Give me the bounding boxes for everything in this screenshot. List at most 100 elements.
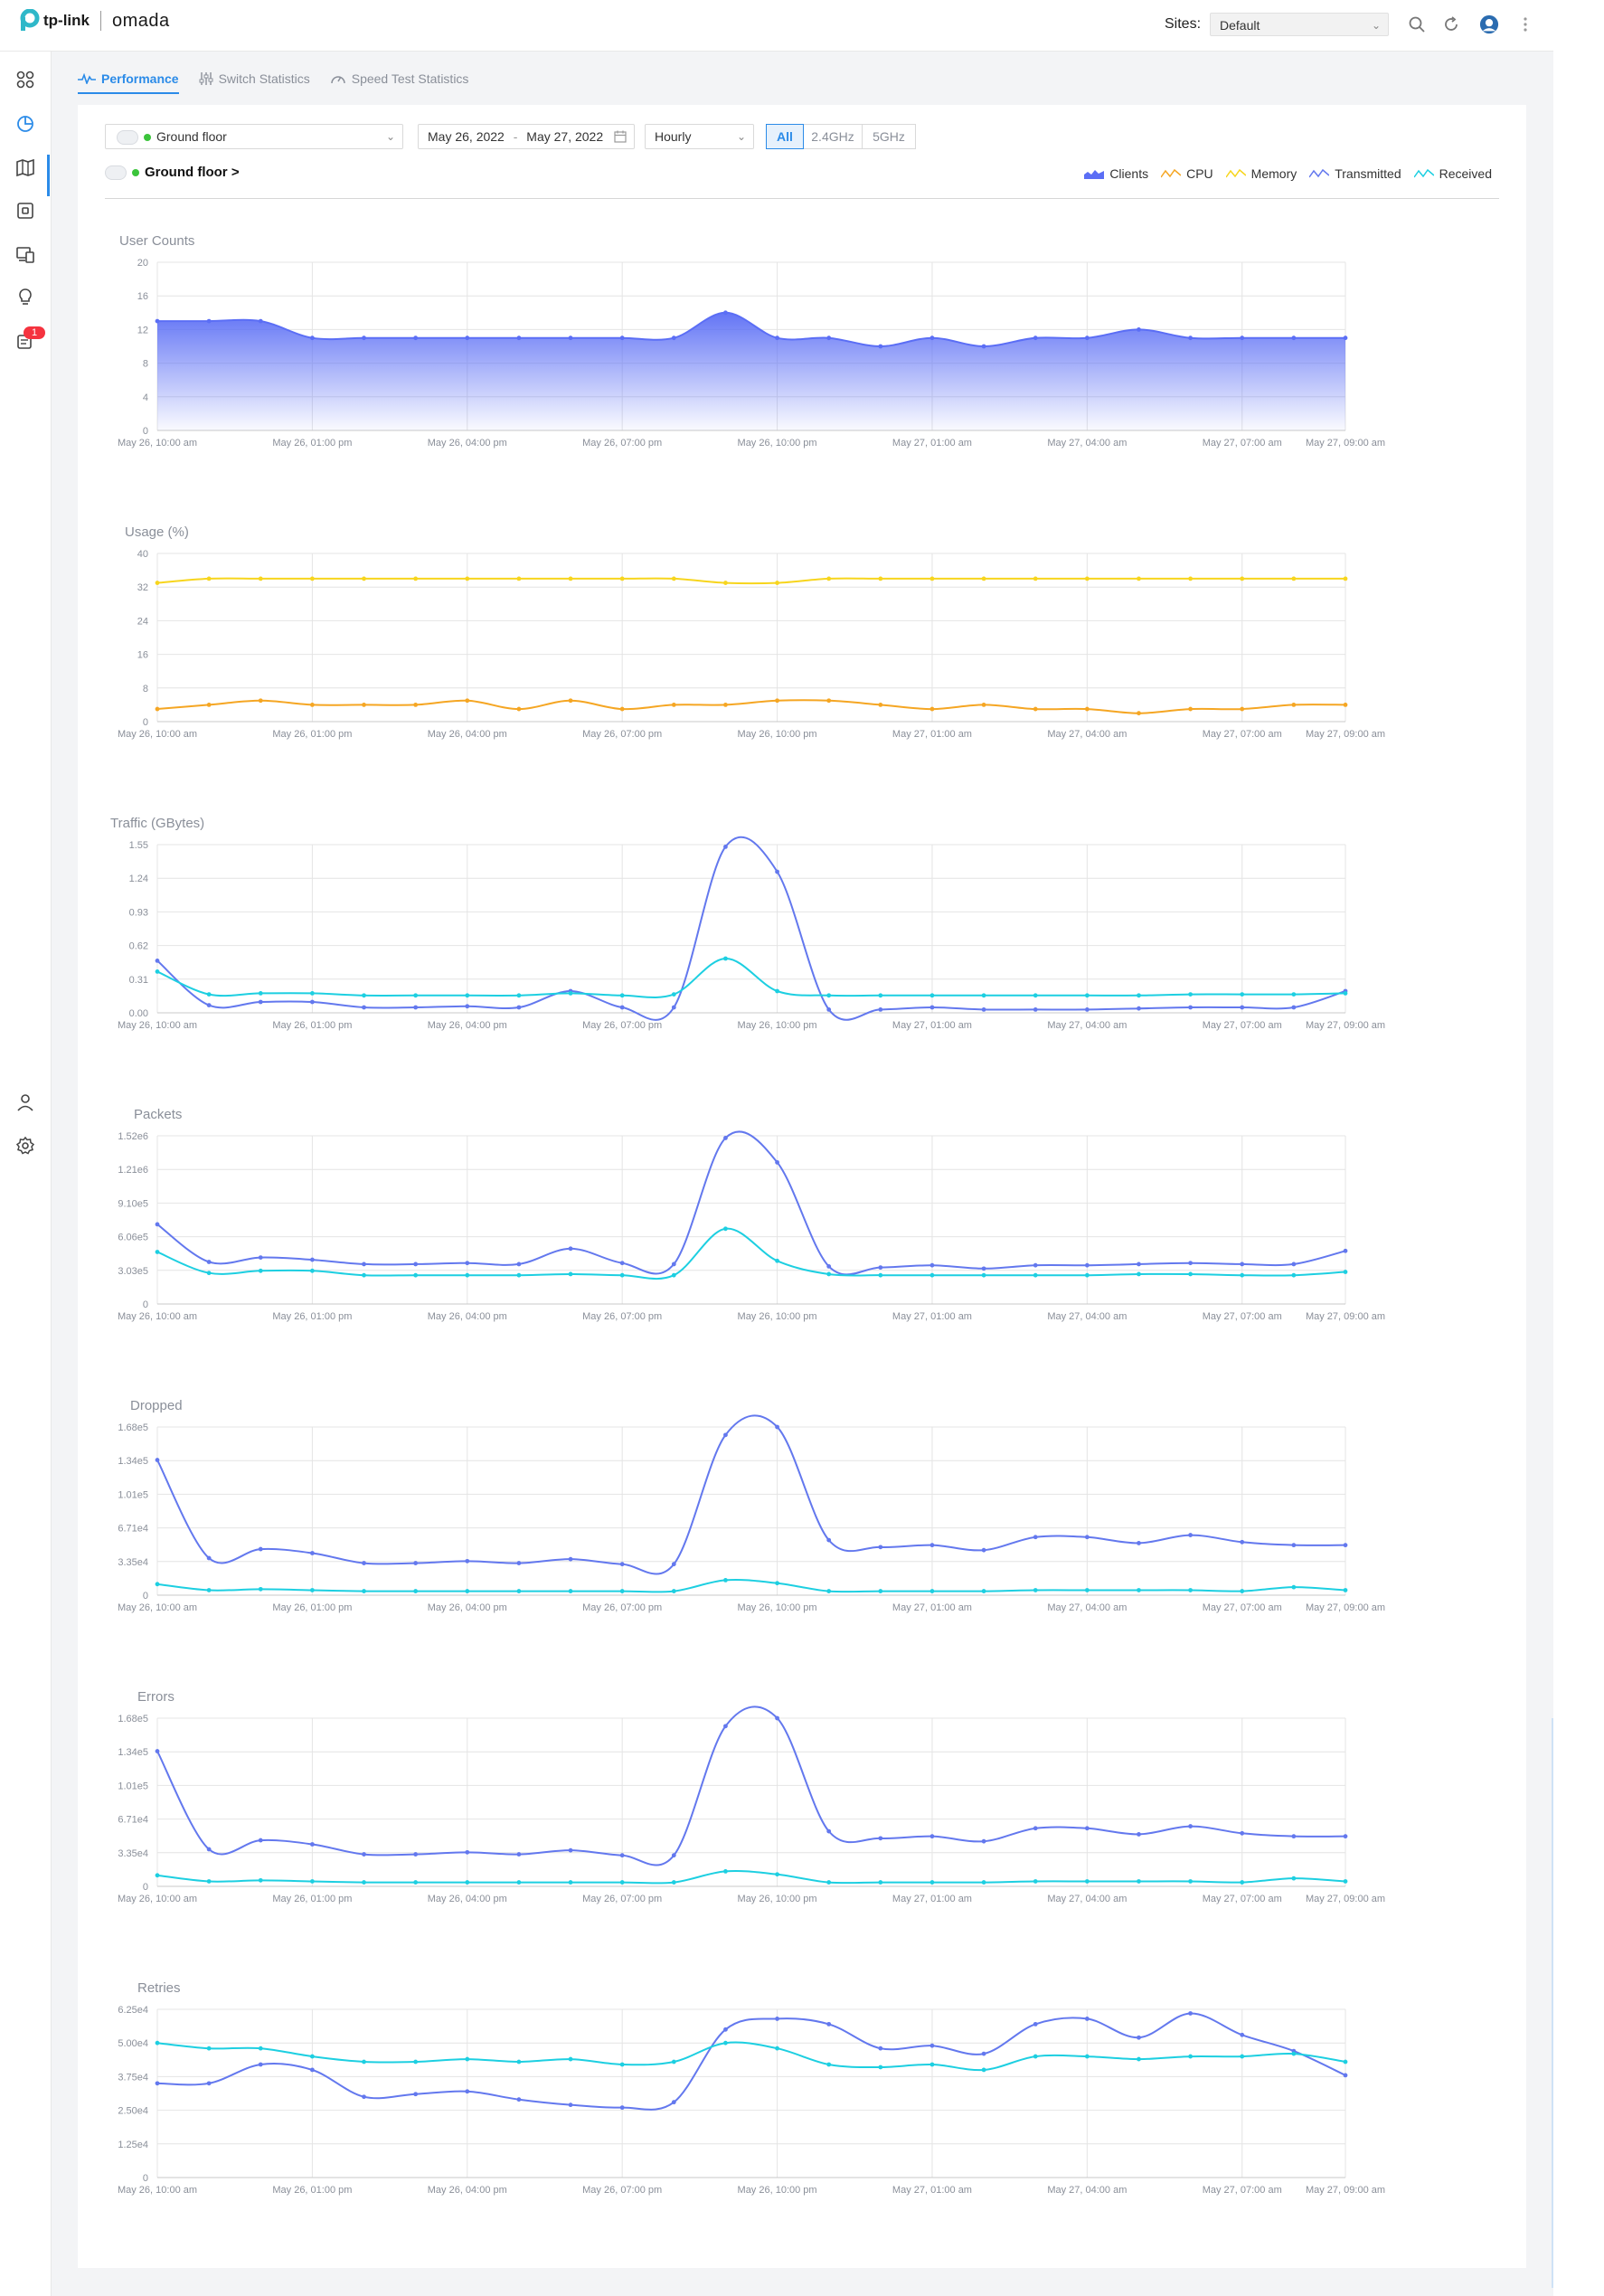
data-point-received bbox=[516, 993, 522, 998]
clients-icon[interactable] bbox=[13, 241, 38, 267]
x-tick-label: May 27, 07:00 am bbox=[1203, 1311, 1282, 1322]
data-point-memory bbox=[671, 576, 676, 581]
ap-breadcrumb[interactable]: Ground floor > bbox=[105, 165, 240, 180]
insight-lightbulb-icon[interactable] bbox=[13, 285, 38, 310]
tab-speed-test-statistics[interactable]: Speed Test Statistics bbox=[330, 63, 468, 94]
legend-memory[interactable]: Memory bbox=[1225, 166, 1297, 181]
data-point-clients bbox=[775, 335, 779, 341]
data-point-memory bbox=[723, 581, 728, 585]
x-tick-label: May 26, 04:00 pm bbox=[428, 1311, 507, 1322]
data-point-received bbox=[619, 993, 625, 998]
statistics-icon[interactable] bbox=[13, 111, 38, 137]
data-point-received bbox=[568, 2056, 573, 2062]
tab-performance[interactable]: Performance bbox=[78, 63, 179, 94]
data-point-cpu bbox=[516, 706, 522, 712]
data-point-received bbox=[413, 1589, 419, 1593]
data-point-transmitted bbox=[878, 1265, 883, 1271]
data-point-received bbox=[309, 2054, 315, 2059]
data-point-transmitted bbox=[258, 1838, 263, 1843]
data-point-received bbox=[568, 1880, 573, 1885]
y-tick-label: 3.75e4 bbox=[118, 2072, 148, 2083]
x-tick-label: May 27, 09:00 am bbox=[1306, 1020, 1385, 1031]
interval-select[interactable]: Hourly ⌄ bbox=[645, 124, 754, 149]
x-tick-label: May 26, 10:00 pm bbox=[738, 729, 817, 740]
series-line-transmitted bbox=[156, 1705, 1346, 1866]
data-point-received bbox=[671, 992, 676, 997]
map-icon[interactable] bbox=[13, 155, 38, 180]
date-range-picker[interactable]: May 26, 2022 - May 27, 2022 bbox=[418, 124, 635, 149]
data-point-received bbox=[155, 2040, 160, 2046]
data-point-transmitted bbox=[1343, 1248, 1348, 1253]
data-point-clients bbox=[1291, 335, 1297, 341]
data-point-transmitted bbox=[155, 1222, 160, 1227]
band-5ghz-button[interactable]: 5GHz bbox=[862, 124, 916, 149]
data-point-transmitted bbox=[878, 1836, 883, 1841]
x-tick-label: May 26, 04:00 pm bbox=[428, 438, 507, 449]
data-point-transmitted bbox=[619, 1562, 625, 1567]
settings-gear-icon[interactable] bbox=[13, 1133, 38, 1158]
legend-clients[interactable]: Clients bbox=[1084, 166, 1148, 181]
tp-link-omada-logo[interactable]: tp-link omada bbox=[16, 9, 170, 33]
date-end[interactable]: May 27, 2022 bbox=[526, 129, 604, 144]
chart-title: Errors bbox=[137, 1689, 175, 1705]
data-point-cpu bbox=[929, 706, 935, 712]
band-2-4ghz-button[interactable]: 2.4GHz bbox=[803, 124, 863, 149]
refresh-icon[interactable] bbox=[1441, 14, 1461, 34]
data-point-received bbox=[878, 1589, 883, 1593]
x-tick-label: May 27, 07:00 am bbox=[1203, 1894, 1282, 1904]
search-icon[interactable] bbox=[1407, 14, 1427, 34]
x-tick-label: May 27, 09:00 am bbox=[1306, 2185, 1385, 2196]
legend-transmitted[interactable]: Transmitted bbox=[1309, 166, 1401, 181]
x-tick-label: May 26, 10:00 pm bbox=[738, 1894, 817, 1904]
user-avatar-icon[interactable] bbox=[1479, 14, 1499, 34]
devices-icon[interactable] bbox=[13, 198, 38, 223]
data-point-transmitted bbox=[671, 1853, 676, 1858]
data-point-transmitted bbox=[1084, 1826, 1090, 1831]
chart-usage: Usage (%) 0 8 16 24 32 40 May 26, 10:00 am May 2… bbox=[96, 521, 1425, 765]
ap-select[interactable]: Ground floor ⌄ bbox=[105, 124, 403, 149]
data-point-transmitted bbox=[929, 1543, 935, 1548]
data-point-transmitted bbox=[1033, 1262, 1038, 1268]
x-tick-label: May 27, 07:00 am bbox=[1203, 438, 1282, 449]
data-point-received bbox=[981, 993, 986, 998]
y-tick-label: 2.50e4 bbox=[118, 2106, 148, 2117]
account-icon[interactable] bbox=[13, 1090, 38, 1115]
line-chart-icon bbox=[1225, 168, 1246, 178]
data-point-received bbox=[1291, 1584, 1297, 1590]
legend-cpu[interactable]: CPU bbox=[1161, 166, 1213, 181]
band-all-button[interactable]: All bbox=[766, 124, 804, 149]
x-tick-label: May 27, 01:00 am bbox=[892, 2185, 972, 2196]
chevron-down-icon: ⌄ bbox=[385, 130, 395, 143]
data-point-received bbox=[878, 1272, 883, 1278]
data-point-transmitted bbox=[465, 1558, 470, 1564]
date-start[interactable]: May 26, 2022 bbox=[428, 129, 505, 144]
more-vertical-icon[interactable] bbox=[1515, 14, 1535, 34]
data-point-received bbox=[619, 1880, 625, 1885]
chart-title: User Counts bbox=[119, 233, 195, 249]
data-point-received bbox=[723, 1868, 728, 1874]
x-tick-label: May 27, 07:00 am bbox=[1203, 729, 1282, 740]
dashboard-icon[interactable] bbox=[13, 67, 38, 92]
page-scrollbar[interactable] bbox=[1552, 1718, 1553, 2288]
site-select[interactable]: Default ⌄ bbox=[1210, 13, 1389, 36]
data-point-memory bbox=[929, 576, 935, 581]
data-point-received bbox=[1240, 1272, 1245, 1278]
calendar-icon bbox=[614, 130, 627, 143]
data-point-received bbox=[1188, 1271, 1194, 1277]
y-tick-label: 1.55 bbox=[129, 840, 148, 851]
x-tick-label: May 26, 10:00 am bbox=[118, 438, 197, 449]
x-tick-label: May 27, 01:00 am bbox=[892, 729, 972, 740]
y-tick-label: 40 bbox=[137, 549, 148, 560]
access-point-icon bbox=[105, 165, 127, 180]
y-tick-label: 24 bbox=[137, 616, 148, 627]
data-point-received bbox=[1240, 1880, 1245, 1885]
data-point-transmitted bbox=[619, 1853, 625, 1858]
tab-switch-statistics[interactable]: Switch Statistics bbox=[199, 63, 310, 94]
sites-label: Sites: bbox=[1165, 16, 1202, 32]
data-point-cpu bbox=[1137, 711, 1141, 716]
y-tick-label: 16 bbox=[137, 291, 148, 302]
x-tick-label: May 27, 09:00 am bbox=[1306, 1311, 1385, 1322]
statistics-tabs: Performance Switch Statistics Speed Test… bbox=[78, 63, 488, 94]
data-point-transmitted bbox=[568, 1246, 573, 1252]
legend-received[interactable]: Received bbox=[1413, 166, 1492, 181]
